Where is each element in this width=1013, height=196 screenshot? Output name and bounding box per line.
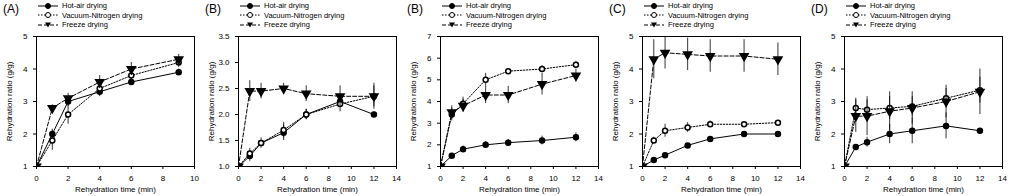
svg-text:5: 5	[629, 32, 634, 41]
svg-text:8: 8	[327, 174, 332, 183]
html-text:Hot-air drying: Hot-air drying	[264, 1, 309, 10]
svg-text:5: 5	[427, 75, 432, 84]
svg-text:14: 14	[392, 174, 401, 183]
svg-text:12: 12	[773, 174, 782, 183]
svg-text:2: 2	[629, 130, 634, 139]
svg-text:5: 5	[831, 32, 836, 41]
svg-text:3: 3	[831, 97, 836, 106]
svg-text:12: 12	[975, 174, 984, 183]
svg-text:10: 10	[347, 174, 356, 183]
svg-text:6: 6	[304, 174, 309, 183]
svg-text:3: 3	[629, 97, 634, 106]
svg-text:14: 14	[796, 174, 805, 183]
html-text:(B): (B)	[205, 2, 221, 16]
svg-text:10: 10	[953, 174, 962, 183]
svg-text:4: 4	[23, 65, 28, 74]
html-text:Vacuum-Nitrogen drying: Vacuum-Nitrogen drying	[668, 10, 749, 20]
svg-text:2.5: 2.5	[218, 84, 230, 93]
svg-text:2: 2	[461, 174, 466, 183]
svg-text:0: 0	[640, 174, 645, 183]
html-text:Vacuum-Nitrogen drying: Vacuum-Nitrogen drying	[466, 10, 547, 20]
html-text:Freeze drying: Freeze drying	[62, 20, 108, 29]
svg-text:4: 4	[831, 65, 836, 74]
svg-text:Rehydration ratio (g/g): Rehydration ratio (g/g)	[409, 61, 418, 141]
svg-text:0: 0	[34, 174, 39, 183]
svg-text:3.0: 3.0	[218, 58, 230, 67]
svg-text:1.5: 1.5	[218, 136, 230, 145]
html-text:Freeze drying: Freeze drying	[466, 20, 512, 29]
svg-text:4: 4	[427, 97, 432, 106]
svg-text:3: 3	[427, 119, 432, 128]
svg-text:6: 6	[708, 174, 713, 183]
svg-text:1: 1	[831, 162, 836, 171]
svg-text:2: 2	[865, 174, 870, 183]
html-text:Freeze drying: Freeze drying	[264, 20, 310, 29]
svg-text:6: 6	[910, 174, 915, 183]
svg-text:2: 2	[663, 174, 668, 183]
svg-text:10: 10	[751, 174, 760, 183]
html-text:Vacuum-Nitrogen drying: Vacuum-Nitrogen drying	[264, 10, 345, 20]
svg-text:1: 1	[629, 162, 634, 171]
html-text:Freeze drying: Freeze drying	[870, 20, 916, 29]
svg-text:10: 10	[190, 174, 199, 183]
svg-text:5: 5	[23, 32, 28, 41]
html-text:Hot-air drying: Hot-air drying	[668, 1, 713, 10]
svg-text:Rehydration ratio (g/g): Rehydration ratio (g/g)	[813, 61, 822, 141]
html-text:Freeze drying: Freeze drying	[668, 20, 714, 29]
html-text:(D): (D)	[811, 2, 828, 16]
svg-text:10: 10	[549, 174, 558, 183]
html-text:Hot-air drying: Hot-air drying	[466, 1, 511, 10]
svg-text:7: 7	[427, 32, 432, 41]
svg-text:4: 4	[483, 174, 488, 183]
svg-text:2: 2	[427, 140, 432, 149]
svg-text:2: 2	[23, 130, 28, 139]
svg-text:14: 14	[998, 174, 1007, 183]
svg-text:2: 2	[259, 174, 264, 183]
html-text:(B): (B)	[407, 2, 423, 16]
svg-text:4: 4	[887, 174, 892, 183]
svg-text:12: 12	[571, 174, 580, 183]
svg-text:6: 6	[506, 174, 511, 183]
svg-text:Rehydration ratio (g/g): Rehydration ratio (g/g)	[611, 61, 620, 141]
svg-text:1: 1	[427, 162, 432, 171]
svg-text:Rehydration time (min): Rehydration time (min)	[883, 185, 964, 194]
svg-text:Rehydration time (min): Rehydration time (min)	[75, 185, 156, 194]
svg-text:8: 8	[731, 174, 736, 183]
svg-text:0: 0	[236, 174, 241, 183]
svg-text:Rehydration ratio (g/g): Rehydration ratio (g/g)	[5, 61, 14, 141]
svg-text:0: 0	[438, 174, 443, 183]
svg-text:0: 0	[842, 174, 847, 183]
svg-text:4: 4	[281, 174, 286, 183]
svg-text:2: 2	[831, 130, 836, 139]
svg-text:6: 6	[129, 174, 134, 183]
html-text:(A): (A)	[3, 2, 19, 16]
svg-text:8: 8	[529, 174, 534, 183]
svg-text:Rehydration time (min): Rehydration time (min)	[681, 185, 762, 194]
html-text:Vacuum-Nitrogen drying: Vacuum-Nitrogen drying	[870, 10, 951, 20]
svg-text:3.5: 3.5	[218, 32, 230, 41]
svg-text:1: 1	[23, 162, 28, 171]
svg-text:1.0: 1.0	[218, 162, 230, 171]
svg-text:6: 6	[427, 54, 432, 63]
svg-text:4: 4	[629, 65, 634, 74]
svg-text:4: 4	[685, 174, 690, 183]
svg-text:12: 12	[369, 174, 378, 183]
svg-text:2.0: 2.0	[218, 110, 230, 119]
svg-text:8: 8	[161, 174, 166, 183]
svg-text:Rehydration ratio (g/g): Rehydration ratio (g/g)	[207, 61, 216, 141]
svg-text:8: 8	[933, 174, 938, 183]
html-text:(C): (C)	[609, 2, 626, 16]
html-text:Vacuum-Nitrogen drying: Vacuum-Nitrogen drying	[62, 10, 143, 20]
svg-text:Rehydration time (min): Rehydration time (min)	[277, 185, 358, 194]
svg-text:Rehydration time (min): Rehydration time (min)	[479, 185, 560, 194]
html-text:Hot-air drying: Hot-air drying	[870, 1, 915, 10]
html-text:Hot-air drying: Hot-air drying	[62, 1, 107, 10]
svg-text:2: 2	[66, 174, 71, 183]
svg-text:4: 4	[97, 174, 102, 183]
svg-text:3: 3	[23, 97, 28, 106]
svg-text:14: 14	[594, 174, 603, 183]
